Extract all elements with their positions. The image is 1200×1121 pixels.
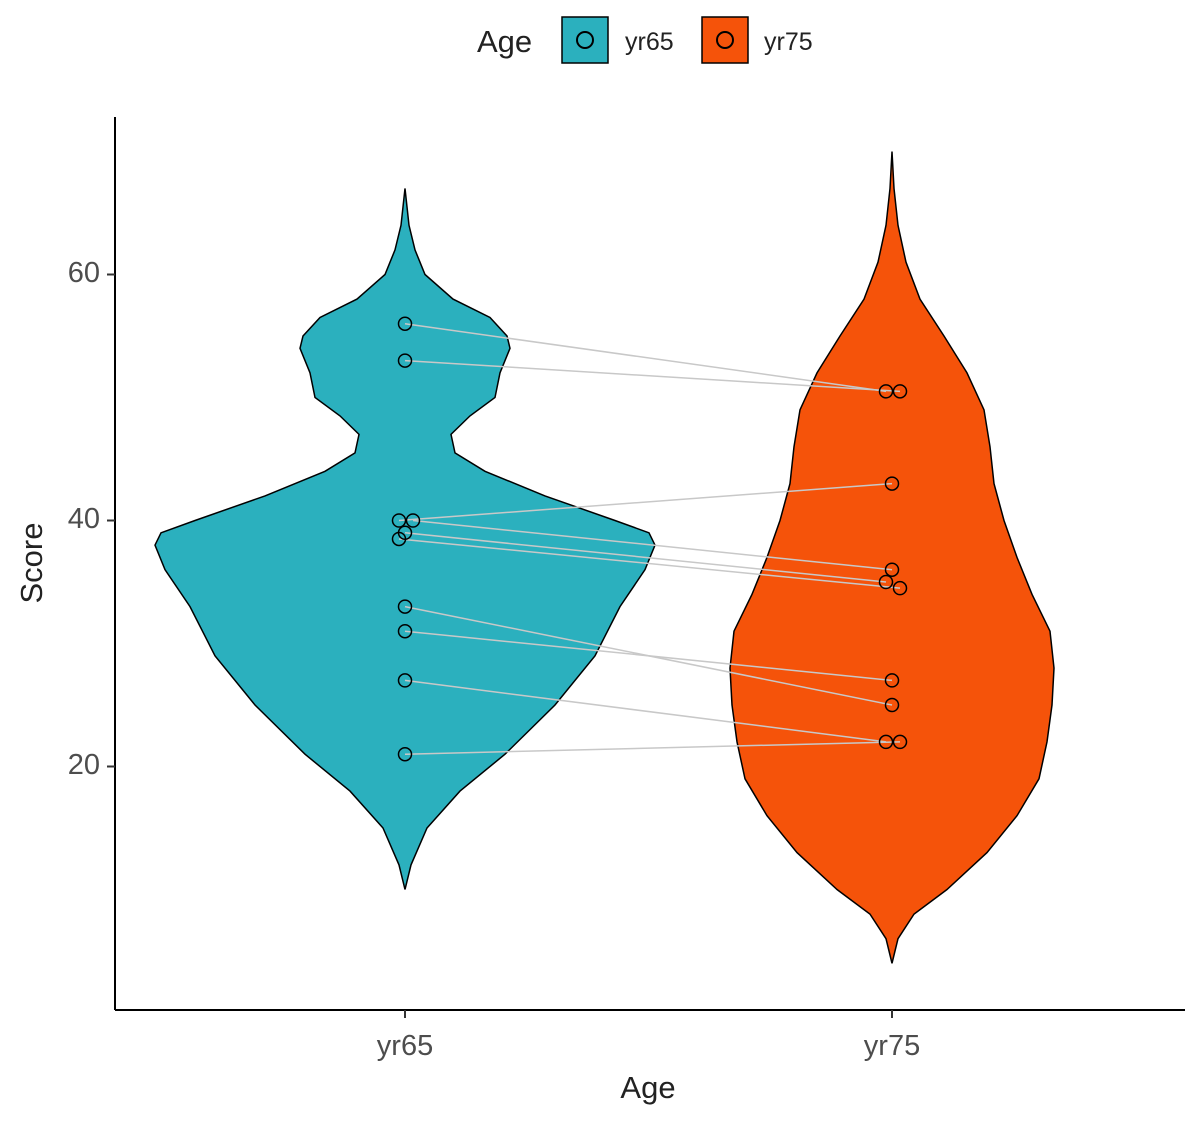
legend-point-yr65 [576,31,594,49]
legend: Age yr65 yr75 [477,16,813,64]
point-yr65-0 [397,316,413,331]
x-axis-title: Age [620,1070,675,1105]
pair-line-7 [404,630,893,682]
point-yr75-7 [884,673,900,688]
y-ticks: 20 40 60 [68,257,115,781]
point-yr75-3 [884,562,900,577]
x-ticks: yr65 yr75 [377,1010,920,1062]
violin-yr75 [729,151,1055,964]
legend-label-yr65: yr65 [625,28,674,56]
pair-line-4 [404,532,887,583]
legend-point-yr75 [716,31,734,49]
legend-label-yr75: yr75 [764,28,813,56]
point-yr75-6 [884,697,900,713]
point-yr75-1 [892,384,908,399]
point-yr65-2 [391,513,407,528]
data-points [391,316,908,762]
x-tick-label-yr75: yr75 [864,1030,920,1062]
point-yr65-5 [391,531,407,547]
pair-line-5 [398,538,901,589]
x-tick-label-yr65: yr65 [377,1030,433,1062]
legend-title: Age [477,24,532,59]
pair-line-2 [398,482,893,522]
point-yr65-8 [397,673,413,688]
point-yr75-4 [878,574,894,590]
legend-key-yr75 [701,16,749,64]
y-tick-label-20: 20 [68,749,100,781]
legend-key-yr65 [561,16,609,64]
point-yr75-2 [884,476,900,491]
pair-line-1 [404,359,901,393]
point-yr65-7 [397,623,413,639]
point-yr65-1 [397,353,413,368]
pair-lines [398,322,901,755]
y-axis-title: Score [14,523,49,604]
point-yr75-5 [892,580,908,596]
y-tick-label-60: 60 [68,257,100,289]
pair-line-3 [412,519,893,571]
pair-line-8 [404,679,887,743]
y-tick-label-40: 40 [68,503,100,535]
point-yr65-3 [405,513,421,528]
point-yr75-0 [878,384,894,399]
point-yr65-9 [397,746,413,762]
point-yr75-9 [892,734,908,750]
point-yr65-6 [397,599,413,614]
point-yr75-8 [878,734,894,750]
pair-line-0 [404,322,887,393]
pair-line-9 [404,741,901,755]
